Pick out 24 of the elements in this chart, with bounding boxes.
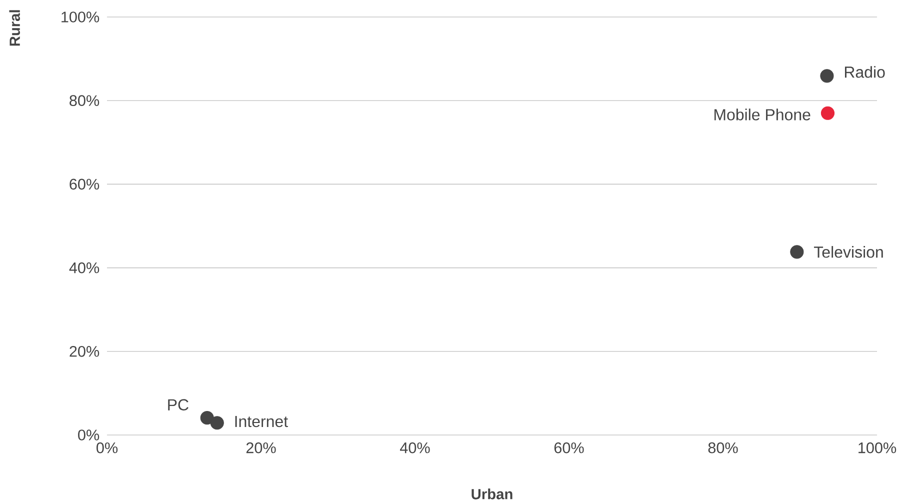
point [790,245,804,259]
y-tick-label: 40% [69,262,100,274]
x-tick-label: 20% [246,442,276,454]
y-tick-label: 100% [62,12,100,22]
y-tick-label: 20% [70,346,100,357]
x-tick-label: 0% [96,442,118,454]
x-tick-label: 40% [400,442,430,454]
y-axis-title: Rural [9,10,20,46]
annotation: Mobile Phone [714,108,810,120]
point [820,69,834,83]
x-tick-label: 60% [554,442,584,454]
annotation: Radio [844,66,885,78]
annotation: PC [168,399,188,410]
y-tick-label: 60% [70,178,100,190]
point [200,411,214,425]
annotation: Internet [235,416,288,428]
point [820,106,835,120]
x-tick-label: 100% [858,442,896,454]
y-tick-label: 0% [78,430,100,440]
x-axis-title: Urban [472,488,512,500]
y-tick-label: 80% [70,95,100,106]
point [210,416,224,430]
x-tick-label: 80% [708,442,738,454]
annotation: Television [814,246,883,258]
